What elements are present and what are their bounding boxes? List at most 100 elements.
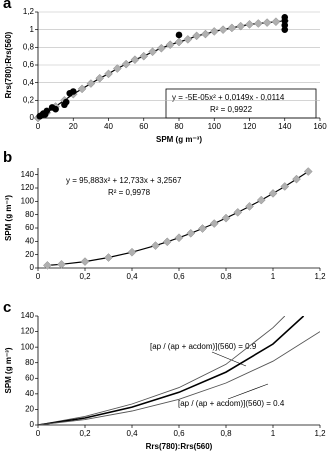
point bbox=[227, 23, 237, 33]
x-axis-label: Rrs(780):Rrs(560) bbox=[146, 442, 213, 451]
x-tick-label: 100 bbox=[208, 122, 222, 131]
x-tick-label: 1,2 bbox=[314, 272, 326, 281]
point bbox=[80, 257, 90, 266]
x-tick-label: 0 bbox=[36, 429, 41, 438]
point bbox=[162, 237, 172, 247]
y-axis-label: SPM (g m⁻³) bbox=[4, 347, 13, 393]
y-tick-label: 140 bbox=[21, 311, 35, 320]
x-tick-label: 0,6 bbox=[173, 429, 185, 438]
point bbox=[62, 98, 70, 106]
y-tick-label: 100 bbox=[21, 196, 35, 205]
y-tick-label: 40 bbox=[25, 236, 34, 245]
x-tick-label: 80 bbox=[175, 122, 184, 131]
x-tick-label: 160 bbox=[313, 122, 327, 131]
r-squared: R² = 0,9978 bbox=[108, 188, 151, 197]
point bbox=[262, 18, 272, 27]
y-tick-label: 120 bbox=[21, 327, 35, 336]
y-tick-label: 140 bbox=[21, 170, 35, 179]
point bbox=[183, 35, 193, 44]
x-tick-label: 0,6 bbox=[173, 272, 185, 281]
x-tick-label: 120 bbox=[243, 122, 257, 131]
y-tick-label: 40 bbox=[25, 389, 34, 398]
point bbox=[121, 59, 131, 69]
point bbox=[186, 228, 196, 238]
annotation: [ap / (ap + acdom)](560) = 0.9 bbox=[150, 342, 257, 351]
point bbox=[86, 79, 96, 88]
y-tick-label: 80 bbox=[25, 210, 34, 219]
point bbox=[148, 47, 157, 57]
point bbox=[209, 27, 219, 36]
point bbox=[151, 241, 160, 250]
point bbox=[209, 219, 219, 228]
y-tick-label: 100 bbox=[21, 342, 35, 351]
y-tick-label: 1 bbox=[30, 25, 35, 34]
point bbox=[175, 31, 183, 39]
x-tick-label: 0,2 bbox=[79, 272, 91, 281]
series-line bbox=[38, 316, 305, 425]
r-squared: R² = 0,9922 bbox=[210, 105, 253, 114]
y-tick-label: 60 bbox=[25, 223, 34, 232]
y-tick-label: 80 bbox=[25, 358, 34, 367]
point bbox=[253, 19, 263, 28]
y-axis-label: SPM (g m⁻³) bbox=[4, 195, 13, 241]
y-tick-label: 20 bbox=[25, 250, 34, 259]
y-tick-label: 0,6 bbox=[23, 60, 35, 69]
x-tick-label: 0,8 bbox=[220, 429, 232, 438]
annotation-arrow bbox=[227, 383, 269, 400]
y-tick-label: 0 bbox=[30, 263, 35, 272]
point bbox=[69, 88, 77, 95]
point bbox=[218, 25, 228, 35]
point bbox=[245, 20, 254, 29]
point bbox=[292, 174, 301, 184]
point bbox=[112, 64, 122, 73]
y-tick-label: 0 bbox=[30, 420, 35, 429]
x-tick-label: 20 bbox=[69, 122, 78, 131]
point bbox=[77, 84, 87, 94]
point bbox=[43, 261, 52, 270]
series-line bbox=[38, 316, 286, 425]
point bbox=[271, 17, 281, 27]
point bbox=[43, 107, 51, 115]
point bbox=[268, 189, 278, 198]
y-tick-label: 0,4 bbox=[23, 78, 35, 87]
point bbox=[139, 51, 149, 61]
point bbox=[130, 55, 140, 65]
x-axis-label: SPM (g m⁻³) bbox=[156, 135, 202, 144]
x-tick-label: 0,2 bbox=[79, 429, 91, 438]
y-axis-label: Rrs(780):Rrs(560) bbox=[4, 31, 13, 98]
point bbox=[174, 233, 184, 243]
point bbox=[236, 21, 246, 31]
point bbox=[256, 195, 266, 205]
x-tick-label: 1 bbox=[271, 272, 276, 281]
point bbox=[281, 13, 289, 21]
x-tick-label: 0,4 bbox=[126, 429, 138, 438]
point bbox=[201, 29, 210, 39]
series-line bbox=[47, 170, 309, 266]
point bbox=[57, 259, 66, 269]
x-tick-label: 60 bbox=[139, 122, 148, 131]
x-tick-label: 1 bbox=[271, 429, 276, 438]
y-tick-label: 60 bbox=[25, 373, 34, 382]
x-tick-label: 40 bbox=[104, 122, 113, 131]
equation-box bbox=[165, 88, 317, 119]
panel-label: a bbox=[3, 0, 12, 12]
point bbox=[280, 182, 290, 191]
y-tick-label: 0,2 bbox=[23, 95, 35, 104]
point bbox=[104, 253, 113, 262]
y-tick-label: 1,2 bbox=[23, 7, 35, 16]
y-tick-label: 20 bbox=[25, 405, 34, 414]
series-line bbox=[38, 331, 320, 425]
y-tick-label: 120 bbox=[21, 183, 35, 192]
point bbox=[174, 37, 184, 47]
equation: y = -5E-05x² + 0,0149x - 0,0114 bbox=[172, 93, 285, 102]
x-tick-label: 0 bbox=[36, 272, 41, 281]
point bbox=[233, 208, 243, 217]
x-tick-label: 140 bbox=[278, 122, 292, 131]
point bbox=[165, 40, 175, 50]
point bbox=[127, 247, 137, 257]
point bbox=[221, 213, 231, 223]
x-tick-label: 0,8 bbox=[220, 272, 232, 281]
point bbox=[104, 69, 113, 79]
point bbox=[303, 167, 313, 176]
